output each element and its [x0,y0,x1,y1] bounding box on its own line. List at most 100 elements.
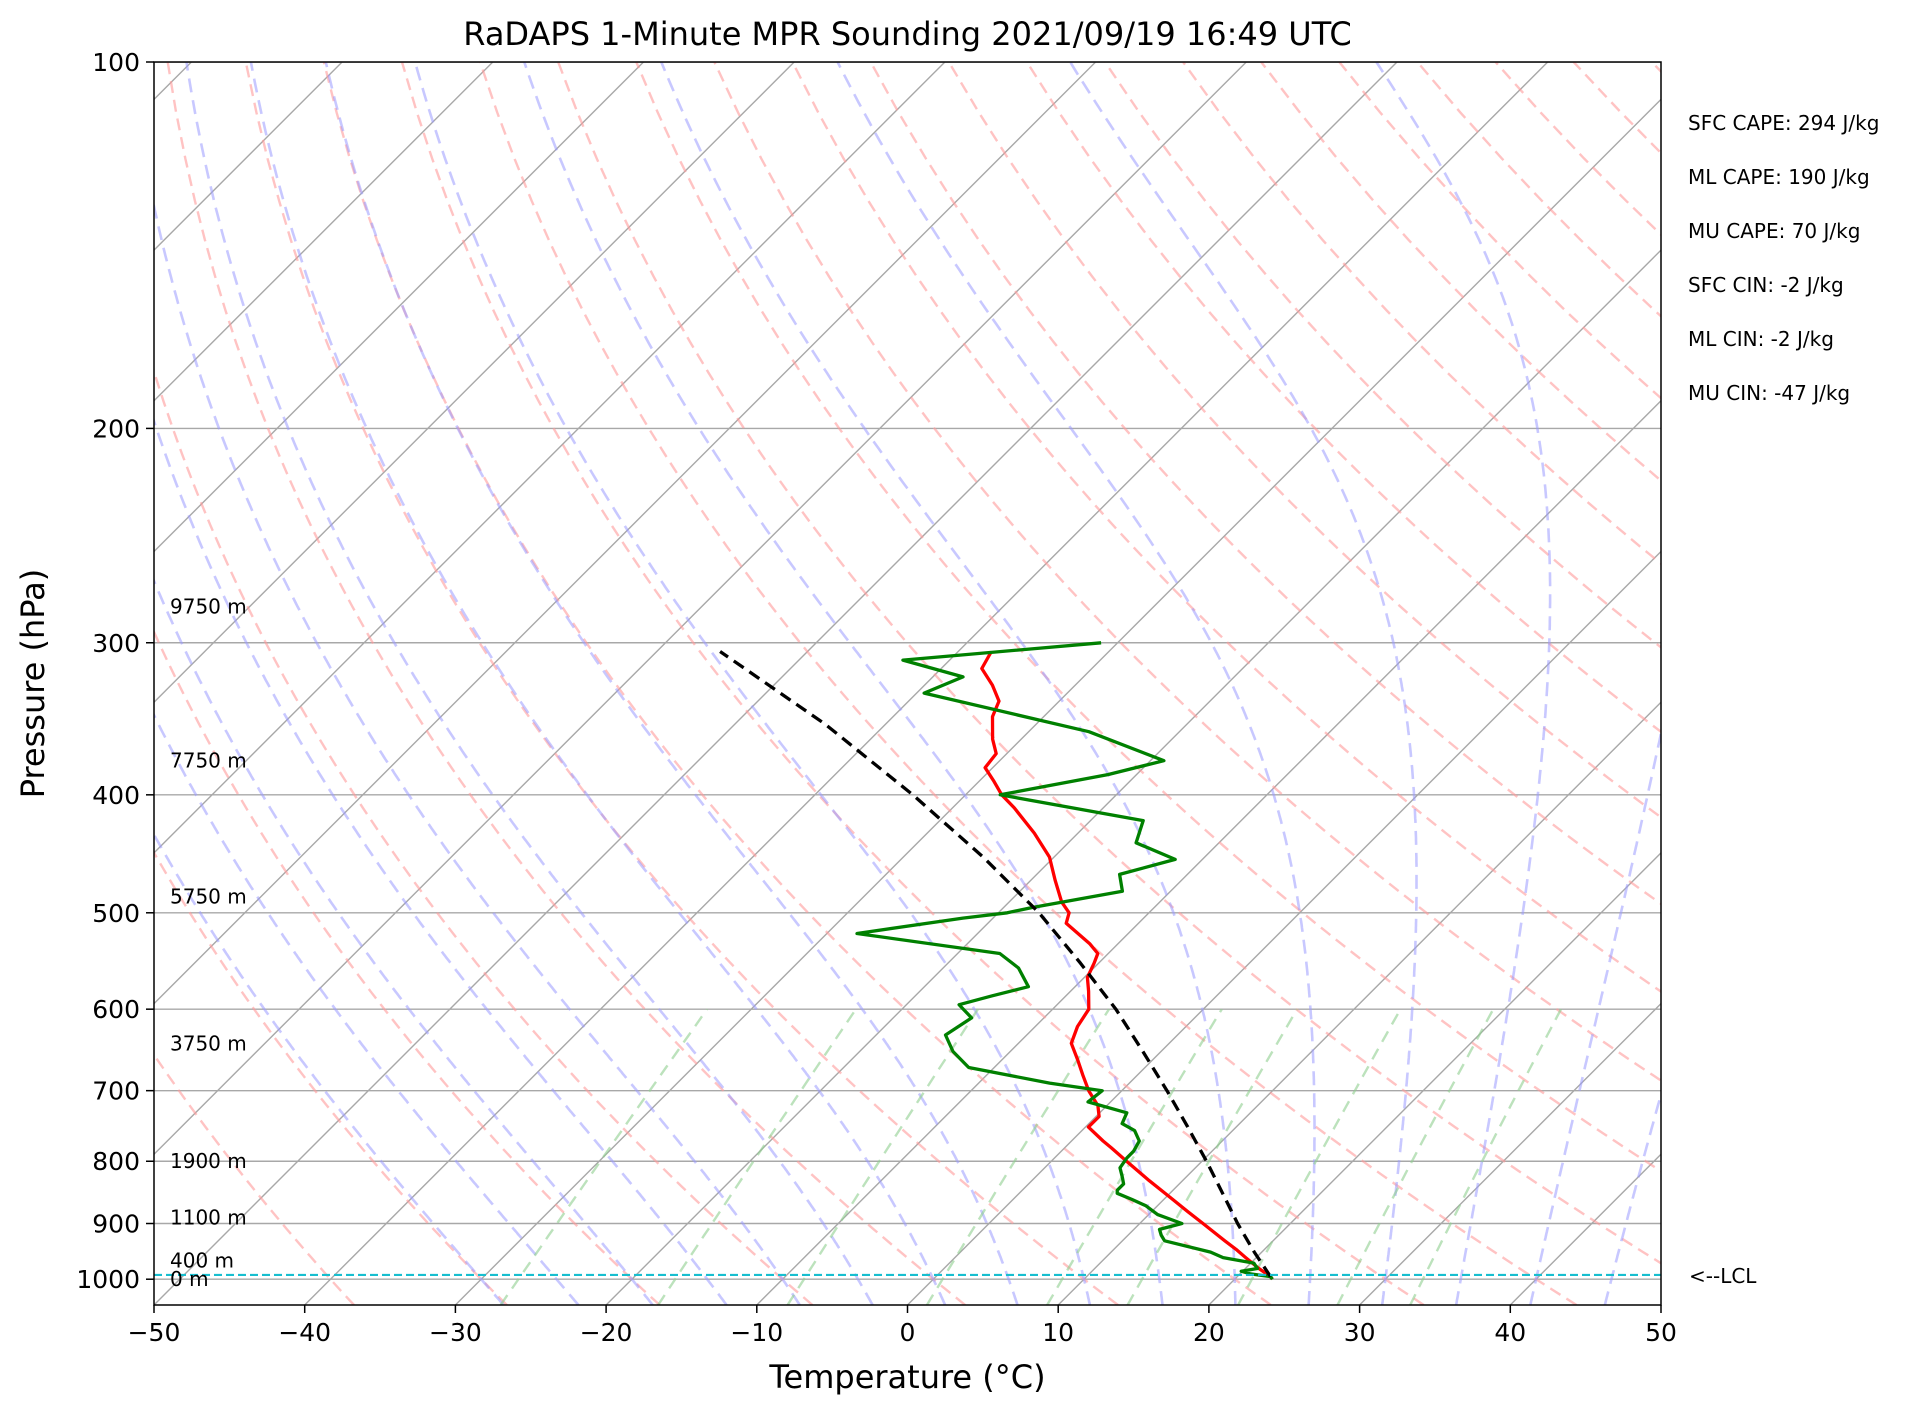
x-tick-label: −20 [580,1318,633,1347]
moist-adiabat-line [1529,727,1661,1305]
dry-adiabat-line [713,62,1661,1083]
moist-adiabat-line [154,577,654,1305]
dry-adiabat-line [478,62,1578,1305]
stat-line: MU CIN: -47 J/kg [1688,381,1850,405]
height-label: 1100 m [170,1206,247,1230]
y-tick-label: 400 [92,781,140,810]
mixing-ratio-line [925,1008,1111,1305]
chart-title: RaDAPS 1-Minute MPR Sounding 2021/09/19 … [463,15,1351,53]
mixing-ratio-line [1336,1008,1495,1305]
moist-adiabat-line [249,62,947,1305]
moist-adiabat-line [836,62,1316,1305]
x-tick-label: 40 [1494,1318,1526,1347]
moist-adiabat-line [324,62,1019,1305]
isotherm-line [1208,851,1661,1305]
y-tick-label: 200 [92,414,140,443]
isotherm-line [154,62,795,704]
dry-adiabat-line [1025,62,1661,734]
stat-line: SFC CAPE: 294 J/kg [1688,111,1879,135]
isotherm-line [1509,1153,1661,1305]
dry-adiabat-line [244,62,1119,1305]
dry-adiabat-line [154,850,508,1305]
moist-adiabat-line [1680,62,1911,1305]
stats-panel: SFC CAPE: 294 J/kg ML CAPE: 190 J/kg MU CA… [1688,111,1879,405]
isotherm-line [454,98,1661,1305]
isotherm-line [154,62,494,402]
mixing-ratio-line [1409,1008,1563,1305]
isotherm-line [154,62,1247,1156]
y-tick-label: 100 [92,48,140,77]
moist-adiabat-line [1375,62,1552,1305]
dry-adiabat-line [154,1052,355,1305]
x-tick-label: −30 [429,1318,482,1347]
dry-adiabat-line [869,62,1661,906]
x-tick-label: 10 [1042,1318,1074,1347]
isotherm-line [154,62,946,854]
x-tick-label: 0 [900,1318,916,1347]
moist-adiabat-line [523,62,1164,1305]
parcel-path-line [719,650,1272,1278]
mixing-ratio-line [1237,1008,1402,1305]
y-ticks: 100 200 300 400 500 600 700 800 900 1000 [76,48,154,1294]
dry-adiabat-line [1338,62,1661,400]
isotherm-line [605,249,1661,1305]
moist-adiabat-line [154,200,801,1305]
isotherm-line [756,399,1661,1305]
isotherm-line [1359,1002,1661,1305]
dewpoint-profile-line [855,641,1274,1281]
dry-adiabat-line [1104,62,1661,649]
isotherm-line [1057,701,1661,1305]
isotherm-line [907,550,1661,1305]
moist-adiabat-line [154,712,580,1305]
dry-adiabat-line [635,62,1661,1173]
dry-adiabat-line [1650,62,1661,74]
x-tick-label: 50 [1645,1318,1677,1347]
moist-adiabat-line [1603,1089,1661,1305]
moist-adiabat-line [154,832,505,1305]
dry-adiabat-line [1730,62,1911,1305]
lcl-label: <--LCL [1689,1264,1757,1288]
x-ticks: −50 −40 −30 −20 −10 0 10 20 30 40 50 [128,1305,1677,1347]
temperature-profile-line [980,650,1274,1281]
stat-line: ML CIN: -2 J/kg [1688,327,1834,351]
dry-adiabat-line [400,62,1425,1305]
moist-adiabat-line [660,62,1237,1305]
y-tick-label: 500 [92,899,140,928]
mixing-ratio-line [786,1008,979,1305]
height-label: 1900 m [170,1149,247,1173]
dry-adiabat-line [322,62,1272,1305]
dry-adiabat-line [1416,62,1661,318]
height-label: 0 m [170,1267,209,1291]
isotherm-line [154,62,644,553]
height-label: 9750 m [170,594,247,618]
moist-adiabat-line [185,62,874,1305]
mixing-ratio-line [657,1008,857,1305]
dry-adiabat-line [1572,62,1661,155]
series-layer [154,641,1661,1281]
stat-line: MU CAPE: 70 J/kg [1688,219,1860,243]
y-tick-label: 1000 [76,1265,140,1294]
mixing-ratio-line [499,1008,709,1305]
moist-adiabat-line [413,62,1092,1305]
dry-adiabat-line [1260,62,1661,483]
y-tick-label: 800 [92,1147,140,1176]
moist-adiabat-line [1069,62,1418,1305]
stat-line: ML CAPE: 190 J/kg [1688,165,1870,189]
height-label: 3750 m [170,1031,247,1055]
mixing-ratio-line [1046,1008,1223,1305]
dry-adiabat-line [1494,62,1661,237]
dry-adiabat-line [154,367,814,1305]
x-tick-label: 30 [1344,1318,1376,1347]
dry-adiabat-line [154,628,661,1305]
isotherm-line [154,62,1398,1305]
y-tick-label: 300 [92,629,140,658]
background-lines [154,62,1911,1305]
dry-adiabat-line [166,62,966,1305]
x-tick-label: −40 [278,1318,331,1347]
isotherm-line [304,62,1549,1305]
height-label: 5750 m [170,885,247,909]
x-tick-label: −10 [730,1318,783,1347]
